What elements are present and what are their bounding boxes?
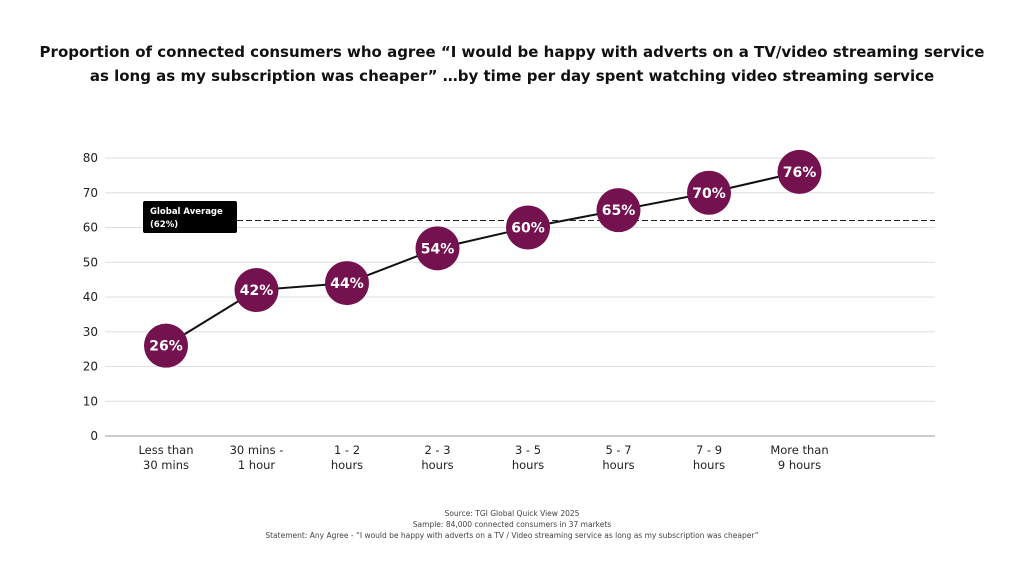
x-tick-label: hours [421,458,453,472]
y-tick-label: 40 [83,290,98,304]
data-label: 26% [149,339,183,355]
data-label: 54% [421,241,455,257]
x-tick-label: More than [770,443,828,457]
y-tick-label: 30 [83,325,98,339]
y-tick-label: 70 [83,186,98,200]
y-tick-label: 60 [83,221,98,235]
data-point [506,205,550,250]
data-label: 65% [602,203,636,219]
data-label: 76% [783,165,817,181]
x-tick-label: 1 - 2 [334,443,360,457]
chart-title-line: Proportion of connected consumers who ag… [39,43,985,61]
x-tick-label: 30 mins - [230,443,284,457]
chart-title: Proportion of connected consumers who ag… [0,40,1024,88]
data-label: 70% [692,186,726,202]
x-tick-label: 1 hour [238,458,276,472]
data-point [777,149,822,194]
chart-footer: Source: TGI Global Quick View 2025 Sampl… [0,508,1024,541]
x-tick-label: hours [512,458,544,472]
y-tick-label: 10 [83,394,98,408]
data-point [234,268,279,313]
x-tick-label: hours [331,458,363,472]
source-note: Source: TGI Global Quick View 2025 [444,509,580,518]
data-label: 60% [511,221,545,237]
x-tick-label: Less than [138,443,193,457]
y-tick-label: 50 [83,255,98,269]
y-tick-label: 80 [83,151,98,165]
x-tick-label: 7 - 9 [696,443,722,457]
x-tick-label: hours [693,458,725,472]
x-tick-label: 9 hours [778,458,821,472]
global-average-label: (62%) [150,220,178,230]
x-tick-label: 30 mins [143,458,189,472]
statement-note: Statement: Any Agree - “I would be happy… [265,531,759,540]
x-tick-label: 5 - 7 [605,443,631,457]
data-point [687,170,731,215]
x-tick-label: hours [602,458,634,472]
data-point [415,226,460,271]
data-point [325,261,369,306]
chart-title-line: as long as my subscription was cheaper” … [89,67,935,85]
data-label: 44% [330,276,364,292]
global-average-label: Global Average [150,207,223,217]
y-tick-label: 20 [83,360,98,374]
global-average-label-box [143,201,237,233]
x-tick-label: 3 - 5 [515,443,541,457]
data-point [144,323,188,368]
data-point [596,188,641,233]
sample-note: Sample: 84,000 connected consumers in 37… [412,520,612,529]
y-tick-label: 0 [90,429,98,443]
x-tick-label: 2 - 3 [424,443,450,457]
data-label: 42% [240,283,274,299]
